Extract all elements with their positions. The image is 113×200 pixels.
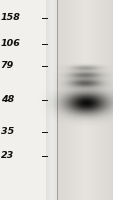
Bar bbox=[45, 0, 56, 200]
Text: 35: 35 bbox=[1, 128, 14, 136]
Text: 23: 23 bbox=[1, 152, 14, 160]
Bar bbox=[56, 0, 113, 200]
Text: 48: 48 bbox=[1, 96, 14, 104]
Text: 79: 79 bbox=[1, 62, 14, 71]
Text: 106: 106 bbox=[1, 40, 20, 48]
Text: 158: 158 bbox=[1, 14, 20, 22]
